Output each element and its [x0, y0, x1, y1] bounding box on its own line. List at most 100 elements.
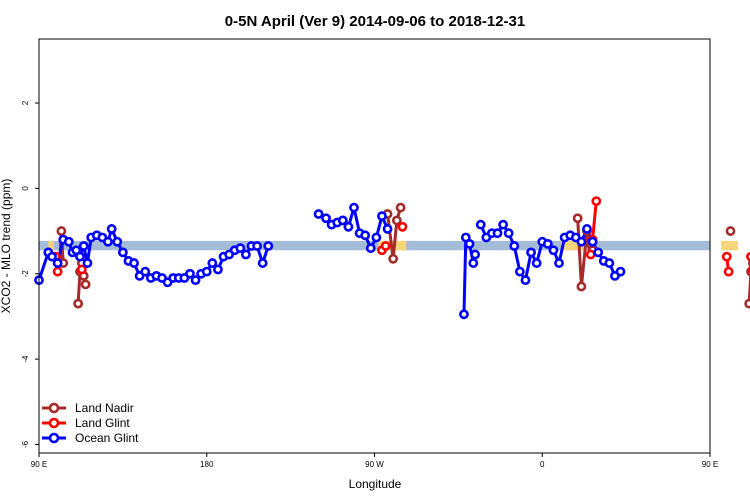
ocean-glint-point	[257, 258, 268, 268]
land-glint-point	[591, 196, 602, 207]
ocean-glint-point	[360, 230, 371, 241]
x-tick-label: 90 E	[702, 460, 718, 469]
land-glint-point	[380, 241, 391, 251]
land-glint-point	[585, 249, 596, 260]
ocean-glint-point	[470, 249, 481, 260]
ocean-glint-point	[459, 309, 469, 320]
ocean-glint-point	[582, 224, 592, 234]
ocean-glint-point	[185, 268, 195, 279]
y-tick-label: -6	[21, 440, 30, 448]
ocean-glint-point	[371, 232, 382, 243]
ocean-glint-point	[520, 275, 531, 286]
ocean-glint-point	[587, 236, 598, 247]
reference-band-land	[48, 240, 54, 251]
land-nadir-point	[395, 202, 406, 213]
ocean-glint-point	[349, 202, 359, 213]
x-tick-label: 90 W	[365, 460, 384, 469]
ocean-glint-point	[207, 258, 218, 268]
ocean-glint-point	[117, 247, 128, 258]
ocean-glint-point	[47, 251, 57, 262]
ocean-glint-point	[593, 247, 604, 258]
ocean-glint-point	[492, 228, 503, 239]
y-tick-label: 2	[21, 100, 30, 105]
x-axis-label: Longitude	[349, 477, 402, 491]
ocean-glint-point	[382, 224, 393, 234]
ocean-glint-point	[509, 241, 520, 251]
land-nadir-point	[80, 279, 91, 290]
x-tick-label: 90 E	[31, 460, 47, 469]
land-glint-point	[723, 266, 734, 277]
ocean-glint-point	[526, 247, 536, 258]
land-glint-point	[746, 251, 750, 262]
ocean-glint-point	[365, 243, 376, 254]
land-glint-point	[397, 221, 408, 232]
x-tick-label: 0	[540, 460, 545, 469]
land-nadir-point	[744, 298, 750, 309]
ocean-glint-point	[604, 258, 615, 268]
land-nadir-point	[388, 253, 399, 264]
land-nadir-point	[73, 298, 84, 309]
ocean-glint-point	[103, 236, 113, 247]
legend-label-ocean-glint: Ocean Glint	[75, 431, 139, 445]
ocean-glint-point	[468, 258, 479, 268]
ocean-glint-point	[554, 258, 564, 268]
ocean-glint-point	[475, 219, 486, 230]
land-nadir-line	[386, 207, 403, 261]
ocean-glint-point	[531, 258, 542, 268]
reference-band-land	[721, 240, 738, 251]
ocean-glint-point	[129, 258, 139, 268]
ocean-glint-point	[377, 211, 387, 222]
ocean-glint-point	[63, 236, 74, 247]
ocean-glint-point	[52, 258, 63, 268]
land-nadir-point	[391, 215, 402, 226]
ocean-glint-point	[235, 243, 246, 254]
ocean-glint-point	[140, 266, 151, 277]
reference-band-land	[560, 240, 587, 251]
ocean-glint-point	[464, 238, 475, 249]
ocean-glint-point	[75, 251, 85, 262]
ocean-glint-point	[576, 236, 587, 247]
legend-label-land-glint: Land Glint	[75, 416, 130, 430]
chart-title: 0-5N April (Ver 9) 2014-09-06 to 2018-12…	[225, 13, 525, 30]
ocean-glint-point	[343, 221, 354, 232]
ocean-glint-point	[542, 238, 553, 249]
ocean-glint-point	[514, 266, 525, 277]
y-axis: -6 -4 -2 0 2	[21, 100, 39, 448]
ocean-glint-point	[201, 266, 212, 277]
y-axis-label: XCO2 - MLO trend (ppm)	[0, 179, 13, 314]
ocean-glint-point	[213, 264, 223, 275]
y-tick-label: 0	[21, 186, 30, 191]
land-nadir-point	[56, 226, 67, 236]
ocean-glint-point	[313, 209, 324, 219]
land-glint-point	[721, 251, 732, 262]
legend-marker-ocean-glint	[48, 432, 60, 444]
land-glint-point	[52, 266, 63, 277]
ocean-glint-point	[190, 275, 201, 286]
legend-marker-land-glint	[48, 417, 60, 429]
series-points	[34, 196, 750, 320]
y-tick-label: -4	[21, 355, 30, 363]
y-tick-label: -2	[21, 270, 30, 278]
x-axis: 90 E 180 90 W 0 90 E	[31, 453, 718, 469]
ocean-glint-point	[321, 213, 331, 224]
ocean-glint-point	[615, 266, 626, 277]
x-tick-label: 180	[200, 460, 214, 469]
ocean-glint-point	[498, 219, 509, 230]
ocean-glint-point	[548, 245, 559, 256]
ocean-glint-point	[82, 258, 93, 268]
land-nadir-point	[576, 281, 587, 292]
ocean-glint-point	[240, 249, 251, 260]
legend-marker-land-nadir	[48, 402, 60, 414]
land-nadir-point	[725, 226, 736, 236]
legend-label-land-nadir: Land Nadir	[75, 401, 134, 415]
ocean-glint-point	[106, 224, 117, 234]
ocean-glint-point	[252, 241, 262, 251]
land-nadir-point	[572, 213, 583, 224]
ocean-glint-point	[78, 241, 89, 251]
ocean-glint-point	[503, 228, 514, 239]
ocean-glint-point	[263, 241, 274, 251]
ocean-glint-point	[112, 236, 123, 247]
land-glint-point	[76, 264, 87, 275]
